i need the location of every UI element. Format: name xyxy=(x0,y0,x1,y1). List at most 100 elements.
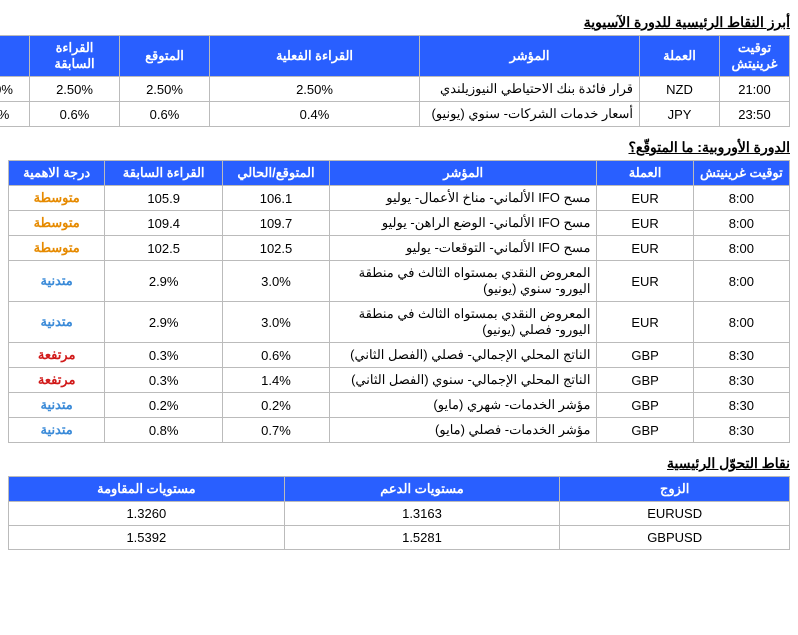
cell-indicator: أسعار خدمات الشركات- سنوي (يونيو) xyxy=(420,102,640,127)
cell-previous: 2.50% xyxy=(30,77,120,102)
col-support: مستويات الدعم xyxy=(284,477,560,502)
cell-indicator: قرار فائدة بنك الاحتياطي النيوزيلندي xyxy=(420,77,640,102)
section1-title: أبرز النقاط الرئيسية للدورة الآسيوية xyxy=(8,14,790,31)
cell-time: 8:30 xyxy=(693,418,789,443)
cell-indicator: المعروض النقدي بمستواه الثالث في منطقة ا… xyxy=(329,302,596,343)
cell-forecast: 0.2% xyxy=(223,393,330,418)
col-time: توقيت غرينيتش xyxy=(720,36,790,77)
cell-importance: متوسطة xyxy=(9,236,105,261)
cell-importance: متوسطة xyxy=(9,211,105,236)
cell-previous: 2.9% xyxy=(105,302,223,343)
col-time: توقيت غرينيتش xyxy=(693,161,789,186)
table-row: EURUSD1.31631.3260 xyxy=(9,502,790,526)
cell-previous: 0.8% xyxy=(105,418,223,443)
cell-currency: GBP xyxy=(597,368,693,393)
table-row: 21:00NZDقرار فائدة بنك الاحتياطي النيوزي… xyxy=(0,77,790,102)
col-previous: القراءة السابقة xyxy=(30,36,120,77)
cell-indicator: مؤشر الخدمات- شهري (مايو) xyxy=(329,393,596,418)
cell-time: 8:00 xyxy=(693,186,789,211)
cell-currency: JPY xyxy=(640,102,720,127)
cell-forecast: 102.5 xyxy=(223,236,330,261)
cell-pair: EURUSD xyxy=(560,502,790,526)
col-forecast: المتوقع/الحالي xyxy=(223,161,330,186)
cell-currency: GBP xyxy=(597,343,693,368)
cell-extra: 0.3% xyxy=(0,102,30,127)
cell-time: 8:30 xyxy=(693,343,789,368)
cell-indicator: مسح IFO الألماني- التوقعات- يوليو xyxy=(329,236,596,261)
col-indicator: المؤشر xyxy=(420,36,640,77)
table-row: 8:30GBPالناتج المحلي الإجمالي- سنوي (الف… xyxy=(9,368,790,393)
table-row: 23:50JPYأسعار خدمات الشركات- سنوي (يونيو… xyxy=(0,102,790,127)
cell-extra: 2.50% xyxy=(0,77,30,102)
asian-session-table: توقيت غرينيتش العملة المؤشر القراءة الفع… xyxy=(0,35,790,127)
cell-previous: 0.3% xyxy=(105,368,223,393)
cell-currency: EUR xyxy=(597,186,693,211)
table-row: 8:00EURمسح IFO الألماني- الوضع الراهن- ي… xyxy=(9,211,790,236)
col-resistance: مستويات المقاومة xyxy=(9,477,285,502)
cell-indicator: المعروض النقدي بمستواه الثالث في منطقة ا… xyxy=(329,261,596,302)
col-currency: العملة xyxy=(640,36,720,77)
cell-resistance: 1.3260 xyxy=(9,502,285,526)
cell-forecast: 3.0% xyxy=(223,302,330,343)
cell-forecast: 1.4% xyxy=(223,368,330,393)
table-row: 8:00EURمسح IFO الألماني- مناخ الأعمال- ي… xyxy=(9,186,790,211)
cell-indicator: مؤشر الخدمات- فصلي (مايو) xyxy=(329,418,596,443)
cell-time: 8:00 xyxy=(693,236,789,261)
cell-forecast: 0.6% xyxy=(223,343,330,368)
table-row: 8:00EURالمعروض النقدي بمستواه الثالث في … xyxy=(9,261,790,302)
cell-forecast: 106.1 xyxy=(223,186,330,211)
cell-previous: 102.5 xyxy=(105,236,223,261)
cell-currency: NZD xyxy=(640,77,720,102)
section2-title: الدورة الأوروبية: ما المتوقّع؟ xyxy=(8,139,790,156)
cell-previous: 105.9 xyxy=(105,186,223,211)
cell-previous: 109.4 xyxy=(105,211,223,236)
col-importance: درجة الاهمية xyxy=(9,161,105,186)
section3-title: نقاط التحوّل الرئيسية xyxy=(8,455,790,472)
table-header-row: توقيت غرينيتش العملة المؤشر القراءة الفع… xyxy=(0,36,790,77)
cell-indicator: الناتج المحلي الإجمالي- فصلي (الفصل الثا… xyxy=(329,343,596,368)
cell-time: 8:00 xyxy=(693,211,789,236)
table-row: 8:00EURمسح IFO الألماني- التوقعات- يوليو… xyxy=(9,236,790,261)
cell-importance: مرتفعة xyxy=(9,368,105,393)
table-row: 8:30GBPمؤشر الخدمات- فصلي (مايو)0.7%0.8%… xyxy=(9,418,790,443)
table-row: GBPUSD1.52811.5392 xyxy=(9,526,790,550)
cell-forecast: 3.0% xyxy=(223,261,330,302)
col-previous: القراءة السابقة xyxy=(105,161,223,186)
table-row: 8:30GBPمؤشر الخدمات- شهري (مايو)0.2%0.2%… xyxy=(9,393,790,418)
cell-previous: 0.6% xyxy=(30,102,120,127)
cell-importance: مرتفعة xyxy=(9,343,105,368)
cell-support: 1.5281 xyxy=(284,526,560,550)
col-forecast: المتوقع xyxy=(120,36,210,77)
table-row: 8:30GBPالناتج المحلي الإجمالي- فصلي (الف… xyxy=(9,343,790,368)
cell-forecast: 109.7 xyxy=(223,211,330,236)
cell-previous: 0.2% xyxy=(105,393,223,418)
col-pair: الزوج xyxy=(560,477,790,502)
cell-indicator: مسح IFO الألماني- مناخ الأعمال- يوليو xyxy=(329,186,596,211)
cell-forecast: 0.6% xyxy=(120,102,210,127)
cell-importance: متدنية xyxy=(9,418,105,443)
cell-time: 8:30 xyxy=(693,368,789,393)
cell-previous: 2.9% xyxy=(105,261,223,302)
cell-currency: GBP xyxy=(597,393,693,418)
cell-time: 8:30 xyxy=(693,393,789,418)
cell-importance: متدنية xyxy=(9,261,105,302)
cell-time: 8:00 xyxy=(693,261,789,302)
cell-actual: 2.50% xyxy=(210,77,420,102)
col-indicator: المؤشر xyxy=(329,161,596,186)
cell-indicator: مسح IFO الألماني- الوضع الراهن- يوليو xyxy=(329,211,596,236)
cell-currency: EUR xyxy=(597,236,693,261)
cell-indicator: الناتج المحلي الإجمالي- سنوي (الفصل الثا… xyxy=(329,368,596,393)
european-session-table: توقيت غرينيتش العملة المؤشر المتوقع/الحا… xyxy=(8,160,790,443)
cell-currency: EUR xyxy=(597,211,693,236)
cell-importance: متدنية xyxy=(9,302,105,343)
table-row: 8:00EURالمعروض النقدي بمستواه الثالث في … xyxy=(9,302,790,343)
cell-forecast: 0.7% xyxy=(223,418,330,443)
cell-time: 23:50 xyxy=(720,102,790,127)
table-header-row: توقيت غرينيتش العملة المؤشر المتوقع/الحا… xyxy=(9,161,790,186)
cell-time: 8:00 xyxy=(693,302,789,343)
cell-importance: متدنية xyxy=(9,393,105,418)
cell-currency: EUR xyxy=(597,302,693,343)
cell-pair: GBPUSD xyxy=(560,526,790,550)
pivot-points-table: الزوج مستويات الدعم مستويات المقاومة EUR… xyxy=(8,476,790,550)
cell-time: 21:00 xyxy=(720,77,790,102)
